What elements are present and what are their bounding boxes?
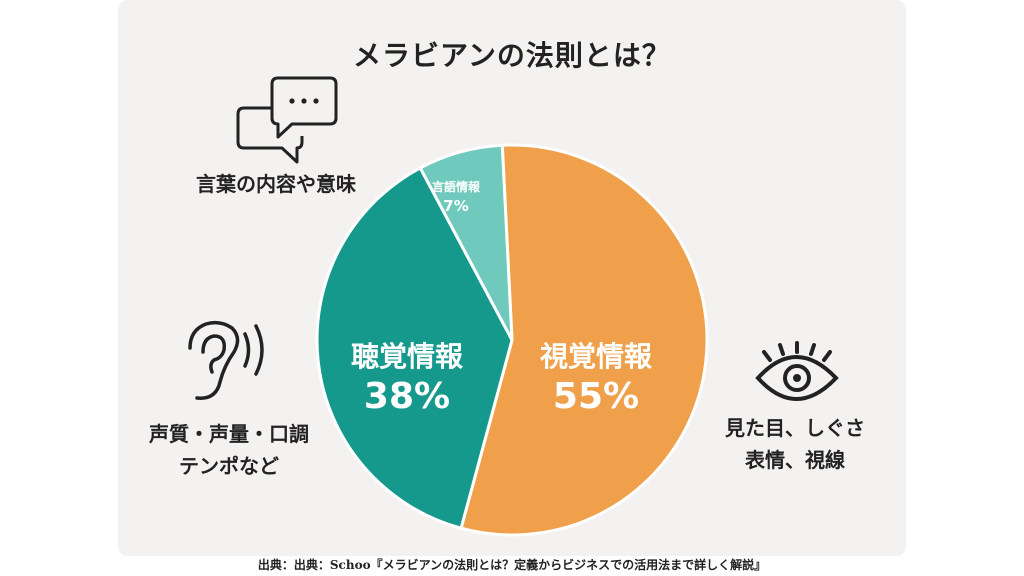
slice-label-verbal: 言語情報 7% xyxy=(432,179,481,215)
vocal-annotation-line2: テンポなど xyxy=(179,454,279,478)
pie-slices xyxy=(315,143,709,537)
slice-label: 視覚情報 xyxy=(540,340,653,373)
vocal-annotation-line1: 声質・声量・口調 xyxy=(149,422,309,446)
ear-icon xyxy=(188,320,264,400)
slice-label: 聴覚情報 xyxy=(351,340,464,373)
source-caption: 出典：出典：Schoo『メラビアンの法則とは？定義からビジネスでの活用法まで詳し… xyxy=(257,558,767,572)
vocal-annotation: 声質・声量・口調 テンポなど xyxy=(144,418,314,482)
slice-value: 7% xyxy=(443,197,468,215)
slice-value: 55% xyxy=(553,376,639,417)
slice-label: 言語情報 xyxy=(432,179,481,194)
verbal-annotation: 言葉の内容や意味 xyxy=(196,172,356,196)
visual-annotation: 見た目、しぐさ 表情、視線 xyxy=(710,412,880,476)
chart-title: メラビアンの法則とは？ xyxy=(353,39,671,72)
pie-slice-0 xyxy=(459,143,709,537)
pie-slice-1 xyxy=(315,166,514,530)
slice-label-visual: 視覚情報 55% xyxy=(540,340,653,417)
visual-annotation-line2: 表情、視線 xyxy=(745,448,845,472)
speech-bubbles-icon xyxy=(236,76,338,164)
slice-value: 38% xyxy=(364,376,450,417)
eye-icon xyxy=(755,341,839,401)
slice-label-auditory: 聴覚情報 38% xyxy=(351,340,464,417)
pie-slice-2 xyxy=(418,143,514,342)
visual-annotation-line1: 見た目、しぐさ xyxy=(725,416,865,440)
